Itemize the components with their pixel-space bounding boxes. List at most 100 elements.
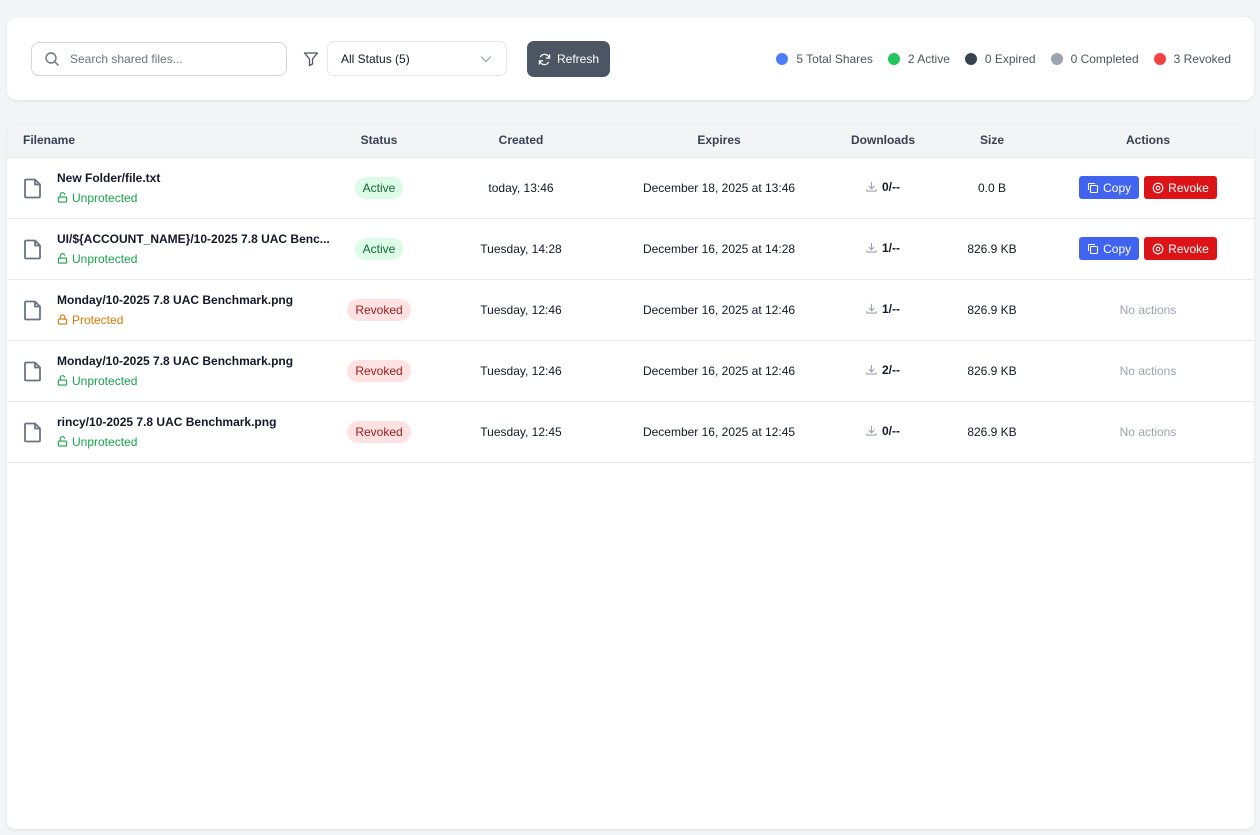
table-row: UI/${ACCOUNT_NAME}/10-2025 7.8 UAC Benc.… [7,218,1254,280]
filename-cell: Monday/10-2025 7.8 UAC Benchmark.png Unp… [7,340,330,402]
downloads-count: 0/-- [882,179,900,194]
filename: Monday/10-2025 7.8 UAC Benchmark.png [57,292,294,307]
column-header-filename: Filename [7,124,330,158]
status-dot-icon [1153,53,1166,65]
actions-cell: No actions [1042,340,1254,402]
downloads-count: 1/-- [882,240,900,255]
status-cell: Revoked [330,279,428,341]
copy-label: Copy [1103,241,1132,256]
table-header: Filename Status Created Expires Downloads Siz… [7,124,1254,158]
copy-label: Copy [1103,180,1132,195]
unlock-icon [57,253,68,264]
download-icon [866,365,877,375]
protection-status: Protected [57,313,293,327]
file-icon [24,239,41,259]
created-cell: Tuesday, 14:28 [428,218,614,280]
stat-label: 5 Total Shares [796,52,873,66]
revoke-label: Revoke [1168,180,1209,195]
expires-cell: December 16, 2025 at 12:46 [614,279,824,341]
column-header-created: Created [428,124,614,158]
refresh-icon [538,53,551,65]
protection-status: Unprotected [57,252,330,266]
size-cell: 826.9 KB [942,340,1042,402]
table-row: Monday/10-2025 7.8 UAC Benchmark.png Unp… [7,340,1254,402]
protection-status: Unprotected [57,191,160,205]
no-actions-text: No actions [1119,363,1177,378]
download-icon [866,182,877,192]
size-cell: 826.9 KB [942,279,1042,341]
stat-label: 3 Revoked [1173,52,1231,66]
file-icon [24,422,41,442]
stat-item: 5 Total Shares [776,52,873,66]
revoke-icon [1152,243,1164,254]
protection-label: Unprotected [72,251,138,266]
stat-label: 2 Active [907,52,950,66]
copy-link-button[interactable]: Copy [1079,237,1140,260]
downloads-cell: 0/-- [824,157,942,219]
status-badge: Active [354,176,404,199]
filename-cell: UI/${ACCOUNT_NAME}/10-2025 7.8 UAC Benc.… [7,218,330,280]
file-icon [24,178,41,198]
file-icon [24,300,41,320]
copy-link-button[interactable]: Copy [1079,176,1140,199]
table-row: Monday/10-2025 7.8 UAC Benchmark.png Pro… [7,279,1254,341]
status-badge: Revoked [347,298,411,321]
filename: UI/${ACCOUNT_NAME}/10-2025 7.8 UAC Benc.… [57,231,330,246]
stat-item: 0 Expired [964,52,1036,66]
refresh-button[interactable]: Refresh [527,41,610,77]
status-cell: Active [330,218,428,280]
expires-cell: December 16, 2025 at 12:46 [614,340,824,402]
status-badge: Revoked [347,420,411,443]
expires-cell: December 18, 2025 at 13:46 [614,157,824,219]
stat-item: 3 Revoked [1153,52,1231,66]
search-box[interactable] [31,42,287,76]
filename-cell: New Folder/file.txt Unprotected [7,157,330,219]
expires-cell: December 16, 2025 at 12:45 [614,401,824,463]
protection-label: Unprotected [72,434,138,449]
downloads-count: 1/-- [882,301,900,316]
status-dot-icon [964,53,977,65]
stat-item: 0 Completed [1050,52,1139,66]
status-cell: Revoked [330,340,428,402]
actions-cell: Copy Revoke [1042,157,1254,219]
column-header-expires: Expires [614,124,824,158]
toolbar: All Status (5) Refresh 5 Total Shares 2 A… [7,17,1254,100]
status-filter-select[interactable]: All Status (5) [327,41,507,76]
copy-icon [1088,243,1099,254]
search-icon [45,52,59,66]
created-cell: Tuesday, 12:45 [428,401,614,463]
revoke-button[interactable]: Revoke [1144,237,1217,260]
filename: New Folder/file.txt [57,170,161,185]
revoke-button[interactable]: Revoke [1144,176,1217,199]
unlock-icon [57,375,68,386]
download-icon [866,426,877,436]
downloads-cell: 2/-- [824,340,942,402]
status-badge: Revoked [347,359,411,382]
unlock-icon [57,192,68,203]
size-cell: 826.9 KB [942,401,1042,463]
revoke-icon [1152,182,1164,193]
protection-label: Protected [72,312,124,327]
search-input[interactable] [70,52,270,66]
filename-cell: rincy/10-2025 7.8 UAC Benchmark.png Unpr… [7,401,330,463]
filename-cell: Monday/10-2025 7.8 UAC Benchmark.png Pro… [7,279,330,341]
protection-status: Unprotected [57,374,293,388]
lock-icon [57,314,68,325]
downloads-cell: 1/-- [824,279,942,341]
downloads-cell: 0/-- [824,401,942,463]
status-filter-value: All Status (5) [341,51,410,66]
refresh-label: Refresh [556,52,600,66]
file-icon [24,361,41,381]
column-header-status: Status [330,124,428,158]
status-cell: Active [330,157,428,219]
status-dot-icon [776,53,789,65]
status-dot-icon [887,53,900,65]
table-row: rincy/10-2025 7.8 UAC Benchmark.png Unpr… [7,401,1254,463]
no-actions-text: No actions [1119,302,1177,317]
actions-cell: No actions [1042,401,1254,463]
expires-cell: December 16, 2025 at 14:28 [614,218,824,280]
status-cell: Revoked [330,401,428,463]
downloads-cell: 1/-- [824,218,942,280]
column-header-downloads: Downloads [824,124,942,158]
created-cell: Tuesday, 12:46 [428,340,614,402]
